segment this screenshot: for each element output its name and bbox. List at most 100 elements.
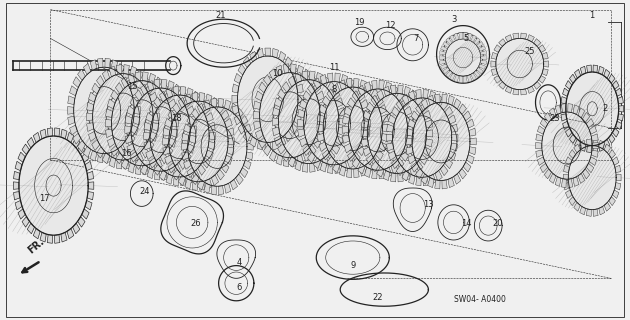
Polygon shape	[421, 174, 428, 184]
Polygon shape	[124, 159, 129, 169]
Polygon shape	[146, 83, 154, 94]
Polygon shape	[260, 73, 320, 158]
Text: 12: 12	[386, 21, 396, 30]
Polygon shape	[205, 150, 214, 159]
Polygon shape	[561, 97, 567, 104]
Polygon shape	[587, 145, 592, 153]
Polygon shape	[339, 118, 345, 125]
Polygon shape	[391, 85, 398, 96]
Polygon shape	[555, 105, 561, 115]
Polygon shape	[617, 114, 624, 121]
Polygon shape	[135, 90, 142, 101]
Polygon shape	[464, 32, 467, 39]
Polygon shape	[365, 162, 373, 173]
Polygon shape	[318, 114, 324, 123]
Polygon shape	[88, 132, 96, 141]
Text: 19: 19	[354, 18, 364, 27]
Polygon shape	[513, 89, 518, 95]
Polygon shape	[375, 149, 383, 160]
Text: 2: 2	[602, 104, 607, 113]
Polygon shape	[318, 133, 324, 142]
Polygon shape	[332, 89, 340, 100]
Polygon shape	[298, 109, 305, 117]
Polygon shape	[72, 223, 80, 234]
Text: 9: 9	[350, 261, 355, 270]
Polygon shape	[230, 103, 238, 114]
Polygon shape	[583, 112, 590, 122]
Polygon shape	[274, 98, 282, 108]
Polygon shape	[85, 161, 92, 171]
Polygon shape	[146, 113, 154, 122]
Polygon shape	[228, 138, 234, 145]
Polygon shape	[82, 152, 89, 162]
Polygon shape	[406, 135, 413, 143]
Polygon shape	[297, 65, 304, 76]
Polygon shape	[109, 66, 116, 77]
Polygon shape	[411, 162, 419, 172]
Text: 7: 7	[413, 34, 418, 43]
Polygon shape	[344, 106, 352, 116]
Polygon shape	[443, 41, 450, 48]
Polygon shape	[249, 137, 257, 147]
Polygon shape	[372, 80, 377, 90]
Polygon shape	[363, 147, 371, 156]
Polygon shape	[471, 73, 476, 80]
Polygon shape	[313, 82, 321, 93]
Polygon shape	[408, 91, 415, 101]
Polygon shape	[168, 110, 176, 120]
Polygon shape	[406, 147, 413, 155]
Polygon shape	[310, 163, 315, 172]
Polygon shape	[278, 137, 286, 147]
Polygon shape	[155, 77, 163, 88]
Polygon shape	[439, 51, 446, 55]
Polygon shape	[316, 130, 324, 140]
Polygon shape	[98, 58, 103, 68]
Polygon shape	[549, 173, 556, 183]
Polygon shape	[580, 143, 586, 151]
Polygon shape	[180, 176, 186, 186]
Polygon shape	[186, 144, 195, 154]
Polygon shape	[124, 65, 129, 74]
Polygon shape	[568, 104, 573, 113]
Polygon shape	[278, 52, 286, 62]
Polygon shape	[491, 61, 496, 67]
Polygon shape	[361, 130, 367, 137]
Polygon shape	[159, 170, 167, 181]
Polygon shape	[360, 100, 369, 109]
Text: 1: 1	[590, 12, 595, 20]
Polygon shape	[580, 206, 586, 215]
Polygon shape	[471, 35, 476, 42]
Polygon shape	[77, 140, 86, 152]
Polygon shape	[564, 183, 570, 190]
Polygon shape	[254, 101, 261, 109]
Polygon shape	[40, 232, 46, 242]
Polygon shape	[240, 167, 248, 178]
Polygon shape	[218, 99, 224, 108]
Polygon shape	[90, 60, 97, 70]
Polygon shape	[442, 94, 447, 103]
Polygon shape	[423, 177, 428, 186]
Polygon shape	[569, 197, 576, 206]
Text: 26: 26	[190, 220, 200, 228]
Polygon shape	[474, 38, 480, 45]
Polygon shape	[604, 69, 610, 78]
Polygon shape	[27, 137, 35, 148]
Polygon shape	[278, 144, 285, 154]
Polygon shape	[96, 76, 105, 87]
Polygon shape	[218, 186, 224, 195]
Polygon shape	[435, 180, 440, 189]
Polygon shape	[159, 91, 167, 102]
Polygon shape	[128, 163, 135, 173]
Polygon shape	[178, 175, 186, 186]
Polygon shape	[274, 136, 282, 146]
Polygon shape	[87, 171, 94, 180]
Polygon shape	[604, 202, 610, 211]
Text: 18: 18	[171, 114, 181, 123]
Polygon shape	[102, 153, 110, 164]
Polygon shape	[322, 76, 329, 87]
Polygon shape	[186, 174, 193, 184]
Polygon shape	[379, 170, 384, 179]
Polygon shape	[440, 64, 447, 69]
Text: 8: 8	[331, 85, 336, 94]
Polygon shape	[246, 133, 253, 141]
